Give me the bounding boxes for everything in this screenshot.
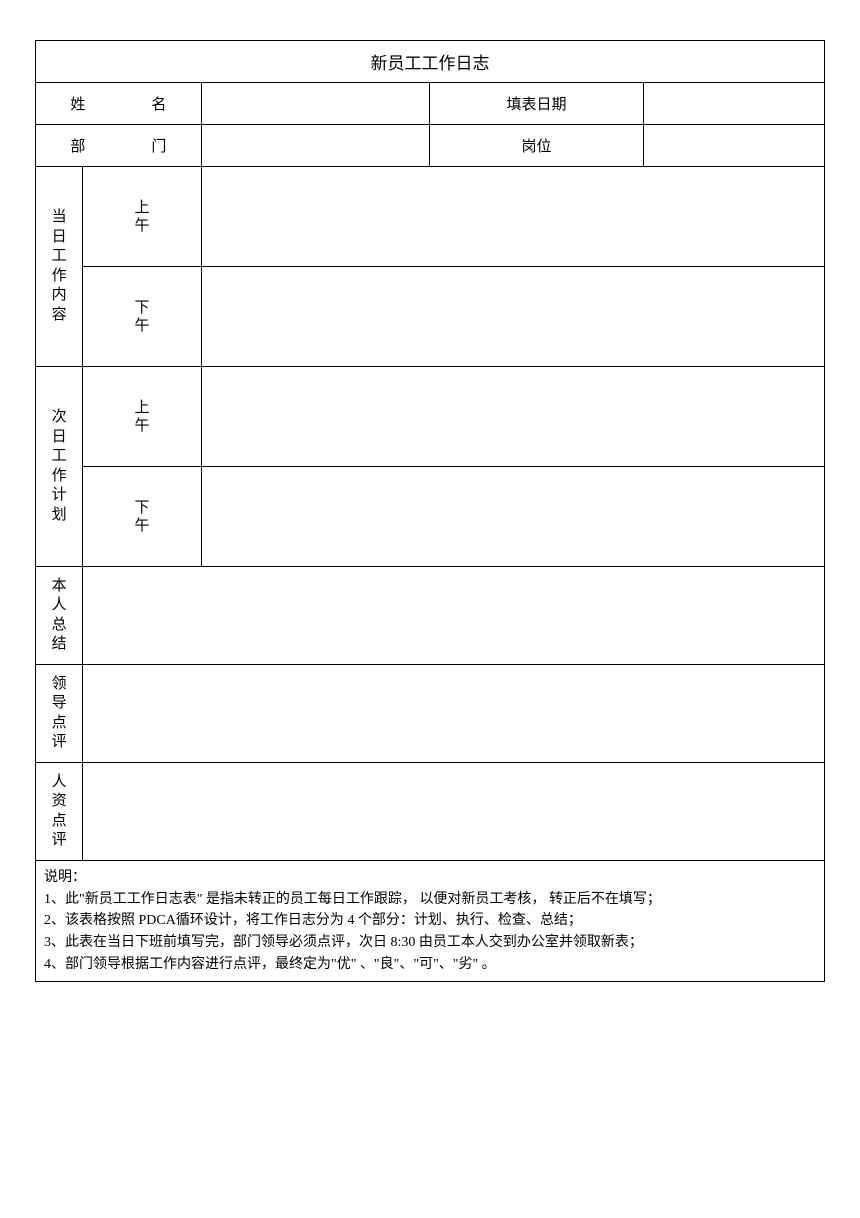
leader-review-row: 领导点评 xyxy=(36,665,825,763)
notes-line1: 1、此"新员工工作日志表" 是指未转正的员工每日工作跟踪， 以便对新员工考核， … xyxy=(44,889,816,911)
dept-value[interactable] xyxy=(201,125,430,167)
leader-review-value[interactable] xyxy=(83,665,825,763)
form-title: 新员工工作日志 xyxy=(36,41,825,83)
hr-review-row: 人资点评 xyxy=(36,763,825,861)
date-label: 填表日期 xyxy=(430,83,643,125)
dept-row: 部 门 岗位 xyxy=(36,125,825,167)
nextday-morning-row: 次日工作计划 上午 xyxy=(36,367,825,467)
nextday-morning-value[interactable] xyxy=(201,367,824,467)
nextday-afternoon-row: 下午 xyxy=(36,467,825,567)
today-morning-row: 当日工作内容 上午 xyxy=(36,167,825,267)
title-row: 新员工工作日志 xyxy=(36,41,825,83)
self-summary-row: 本人总结 xyxy=(36,567,825,665)
nextday-afternoon-value[interactable] xyxy=(201,467,824,567)
position-value[interactable] xyxy=(643,125,825,167)
name-row: 姓 名 填表日期 xyxy=(36,83,825,125)
dept-label: 部 门 xyxy=(36,125,202,167)
self-summary-value[interactable] xyxy=(83,567,825,665)
nextday-afternoon-label: 下午 xyxy=(83,467,201,567)
leader-review-label: 领导点评 xyxy=(36,665,83,763)
name-value[interactable] xyxy=(201,83,430,125)
position-label: 岗位 xyxy=(430,125,643,167)
notes-line3: 3、此表在当日下班前填写完，部门领导必须点评，次日 8:30 由员工本人交到办公… xyxy=(44,932,816,954)
today-work-label: 当日工作内容 xyxy=(36,167,83,367)
notes-row: 说明： 1、此"新员工工作日志表" 是指未转正的员工每日工作跟踪， 以便对新员工… xyxy=(36,861,825,982)
notes-line4: 4、部门领导根据工作内容进行点评，最终定为"优" 、"良"、"可"、"劣" 。 xyxy=(44,954,816,976)
today-morning-value[interactable] xyxy=(201,167,824,267)
today-afternoon-value[interactable] xyxy=(201,267,824,367)
today-afternoon-label: 下午 xyxy=(83,267,201,367)
today-afternoon-row: 下午 xyxy=(36,267,825,367)
work-log-table: 新员工工作日志 姓 名 填表日期 部 门 岗位 当日工作内容 上午 下午 次日工… xyxy=(35,40,825,982)
date-value[interactable] xyxy=(643,83,825,125)
hr-review-label: 人资点评 xyxy=(36,763,83,861)
self-summary-label: 本人总结 xyxy=(36,567,83,665)
notes-line2: 2、该表格按照 PDCA循环设计，将工作日志分为 4 个部分：计划、执行、检查、… xyxy=(44,910,816,932)
nextday-morning-label: 上午 xyxy=(83,367,201,467)
hr-review-value[interactable] xyxy=(83,763,825,861)
notes-cell: 说明： 1、此"新员工工作日志表" 是指未转正的员工每日工作跟踪， 以便对新员工… xyxy=(36,861,825,982)
notes-heading: 说明： xyxy=(44,867,816,889)
today-morning-label: 上午 xyxy=(83,167,201,267)
name-label: 姓 名 xyxy=(36,83,202,125)
nextday-plan-label: 次日工作计划 xyxy=(36,367,83,567)
